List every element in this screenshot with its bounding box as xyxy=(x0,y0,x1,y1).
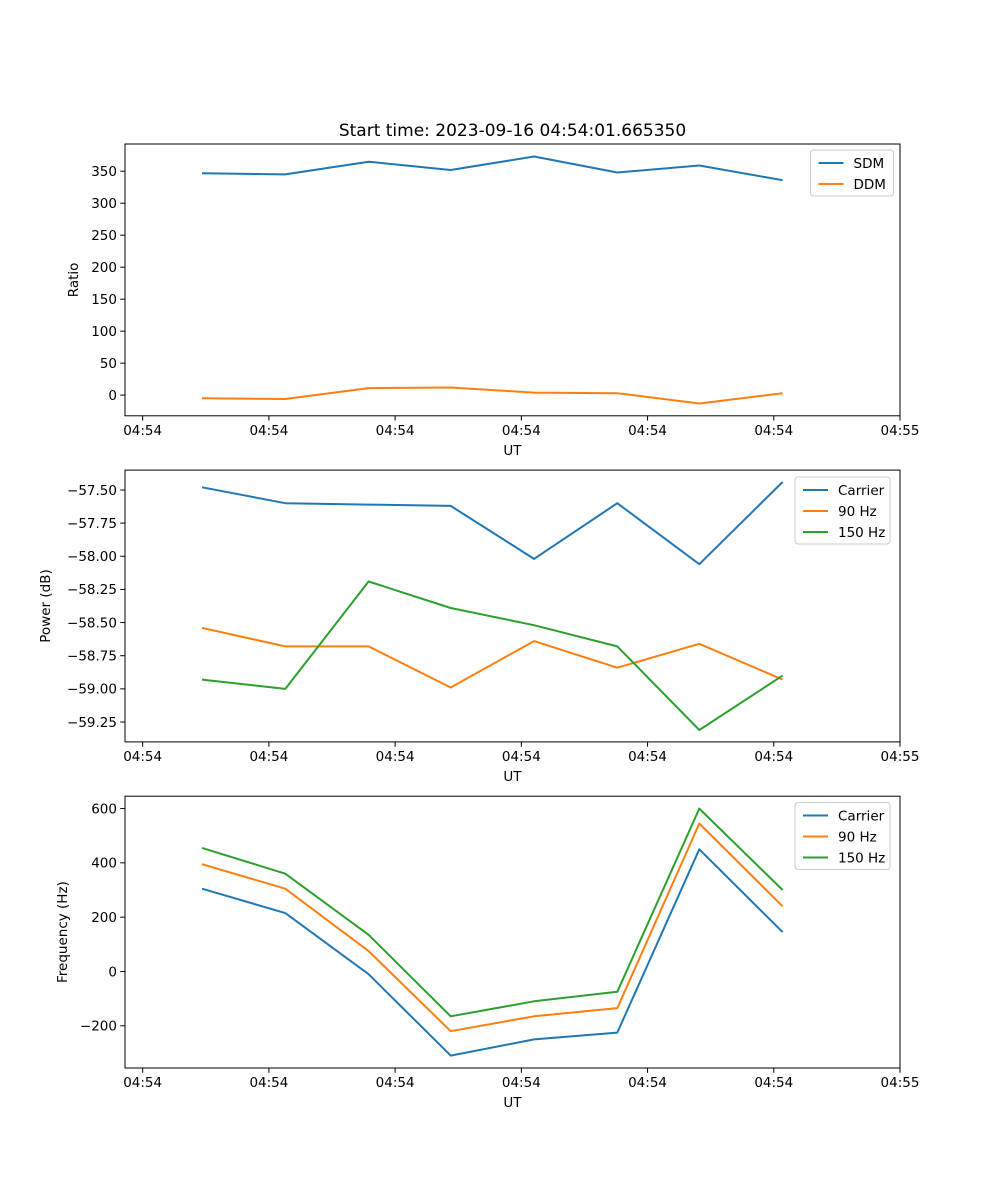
x-tick-label: 04:54 xyxy=(754,749,793,765)
y-axis-label: Power (dB) xyxy=(38,569,54,642)
y-tick-label: −200 xyxy=(80,1019,117,1035)
y-tick-label: 150 xyxy=(91,292,117,308)
x-tick-label: 04:54 xyxy=(628,1075,667,1091)
y-tick-label: 350 xyxy=(91,164,117,180)
legend-box xyxy=(794,476,891,545)
x-tick-label: 04:55 xyxy=(881,1075,920,1091)
x-tick-label: 04:54 xyxy=(754,1075,793,1091)
x-tick-label: 04:54 xyxy=(502,1075,541,1091)
x-axis-label: UT xyxy=(503,769,522,785)
series-line-carrier xyxy=(201,481,784,566)
y-tick-label: 200 xyxy=(91,260,117,276)
y-tick-label: 0 xyxy=(108,964,117,980)
y-tick-label: 600 xyxy=(91,801,117,817)
x-tick-label: 04:54 xyxy=(376,749,415,765)
legend-label: Carrier xyxy=(838,808,885,824)
legend-label: Carrier xyxy=(838,483,885,499)
legend-label: DDM xyxy=(854,177,886,193)
y-tick-label: 400 xyxy=(91,856,117,872)
y-tick-label: −58.25 xyxy=(67,582,117,598)
x-tick-label: 04:54 xyxy=(123,423,162,439)
x-tick-label: 04:54 xyxy=(249,423,288,439)
x-tick-label: 04:55 xyxy=(881,423,920,439)
x-tick-label: 04:54 xyxy=(376,423,415,439)
x-tick-label: 04:54 xyxy=(628,423,667,439)
y-tick-label: −59.00 xyxy=(67,682,117,698)
x-tick-label: 04:54 xyxy=(754,423,793,439)
legend-label: 90 Hz xyxy=(838,829,877,845)
series-line-150-hz xyxy=(201,807,784,1018)
series-line-sdm xyxy=(201,155,783,182)
y-tick-label: 300 xyxy=(91,196,117,212)
y-tick-label: 0 xyxy=(108,388,117,404)
y-tick-label: 200 xyxy=(91,910,117,926)
series-line-150-hz xyxy=(201,580,784,731)
plot-frame xyxy=(124,795,901,1069)
legend-label: 90 Hz xyxy=(838,504,877,520)
x-tick-label: 04:54 xyxy=(123,749,162,765)
y-tick-label: −57.50 xyxy=(67,483,117,499)
y-tick-label: 50 xyxy=(100,356,117,372)
plot-frame xyxy=(124,469,901,743)
x-tick-label: 04:54 xyxy=(376,1075,415,1091)
plot-frame xyxy=(124,143,901,417)
legend-label: 150 Hz xyxy=(838,850,885,866)
y-tick-label: −58.50 xyxy=(67,615,117,631)
series-line-90-hz xyxy=(201,822,784,1033)
x-tick-label: 04:54 xyxy=(628,749,667,765)
y-axis-label: Frequency (Hz) xyxy=(55,881,71,983)
series-line-carrier xyxy=(201,848,784,1057)
figure-title: Start time: 2023-09-16 04:54:01.665350 xyxy=(338,121,687,141)
legend-box xyxy=(794,802,891,870)
y-tick-label: 250 xyxy=(91,228,117,244)
series-line-90-hz xyxy=(201,626,783,689)
legend-label: 150 Hz xyxy=(838,525,885,541)
x-tick-label: 04:54 xyxy=(249,1075,288,1091)
series-line-ddm xyxy=(201,386,783,405)
y-axis-label: Ratio xyxy=(66,263,82,298)
y-tick-label: −57.75 xyxy=(67,516,117,532)
x-tick-label: 04:54 xyxy=(502,423,541,439)
y-tick-label: −59.25 xyxy=(67,715,117,731)
x-axis-label: UT xyxy=(503,443,522,459)
x-tick-label: 04:54 xyxy=(123,1075,162,1091)
x-tick-label: 04:54 xyxy=(502,749,541,765)
y-tick-label: −58.00 xyxy=(67,549,117,565)
y-tick-label: −58.75 xyxy=(67,649,117,665)
legend-label: SDM xyxy=(854,156,885,172)
x-tick-label: 04:54 xyxy=(249,749,288,765)
x-axis-label: UT xyxy=(503,1095,522,1111)
x-tick-label: 04:55 xyxy=(881,749,920,765)
y-tick-label: 100 xyxy=(91,324,117,340)
